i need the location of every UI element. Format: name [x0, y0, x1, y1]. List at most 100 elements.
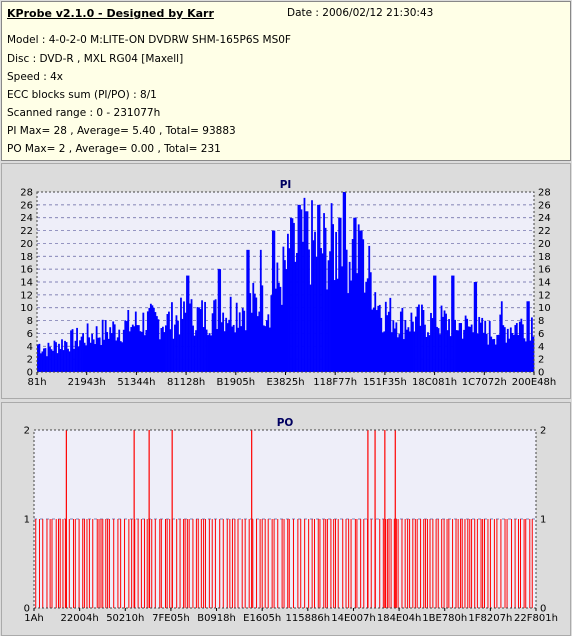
pi-bar — [262, 325, 265, 372]
pi-bar — [509, 327, 512, 372]
pi-bar — [231, 326, 234, 372]
pi-bar — [458, 323, 461, 372]
y-tick-label-left: 6 — [27, 329, 33, 340]
pi-bar — [377, 305, 380, 372]
pi-bar — [157, 319, 160, 372]
pi-bar — [448, 319, 450, 372]
pi-bar — [223, 331, 226, 372]
pi-bar — [162, 326, 164, 372]
pi-bar — [449, 336, 452, 372]
y-tick-label-left: 22 — [20, 226, 33, 237]
y-tick-label-left: 0 — [27, 368, 33, 379]
pi-bar — [193, 335, 196, 372]
pi-bar — [389, 297, 392, 372]
pi-bar — [246, 249, 249, 372]
pi-bar — [487, 344, 490, 372]
pi-bar — [353, 217, 356, 372]
pi-summary-line: PI Max= 28 , Average= 5.40 , Total= 9388… — [7, 125, 236, 137]
pi-bar — [342, 192, 345, 372]
pi-bar — [296, 252, 298, 372]
pi-bar — [171, 302, 173, 372]
po-bars — [35, 430, 533, 608]
pi-bar — [485, 333, 488, 372]
pi-bar — [314, 231, 316, 372]
pi-bar — [443, 310, 446, 372]
pi-bar — [523, 338, 526, 372]
pi-bar — [71, 329, 74, 372]
pi-bar — [424, 324, 426, 372]
ecc-line: ECC blocks sum (PI/PO) : 8/1 — [7, 89, 157, 101]
y-tick-label-left: 2 — [24, 426, 30, 437]
pi-bar — [79, 340, 81, 372]
pi-bar — [445, 313, 447, 372]
pi-bar — [350, 280, 353, 372]
pi-bar — [112, 321, 115, 372]
pi-bar — [402, 339, 405, 372]
pi-bar — [163, 332, 166, 372]
range-line: Scanned range : 0 - 231077h — [7, 107, 161, 119]
pi-bar — [151, 305, 154, 372]
x-tick-label: 14E007h — [331, 613, 375, 624]
pi-bar — [88, 337, 91, 372]
pi-bar — [77, 346, 80, 372]
pi-bar — [64, 340, 66, 372]
pi-bar — [395, 322, 398, 372]
pi-bar — [464, 315, 467, 372]
pi-bar — [113, 324, 116, 372]
pi-bar — [133, 326, 136, 372]
pi-bar — [335, 231, 338, 372]
x-tick-label: 1F8207h — [468, 613, 512, 624]
pi-bar — [100, 345, 103, 372]
y-tick-label-right: 2 — [540, 426, 546, 437]
pi-bar — [405, 329, 408, 372]
pi-bar — [384, 301, 387, 372]
pi-bar — [291, 218, 294, 372]
pi-bar — [341, 266, 344, 372]
pi-bar — [146, 311, 149, 372]
pi-bar — [344, 192, 347, 372]
pi-bar — [512, 334, 515, 372]
pi-bar — [118, 329, 121, 372]
pi-bar — [252, 282, 255, 372]
pi-bar — [472, 332, 475, 372]
pi-chart-panel: 0 0 2 2 4 4 6 6 8 8 10 10 12 12 14 14 16 16 18 18 20 20 22 22 24… — [1, 163, 571, 399]
pi-bar — [320, 248, 322, 372]
pi-bar — [288, 248, 291, 372]
pi-bar — [515, 323, 518, 372]
pi-bar — [290, 217, 292, 372]
pi-bar — [460, 323, 463, 372]
pi-bar — [70, 330, 72, 372]
pi-bar — [416, 306, 419, 372]
pi-bar — [339, 217, 342, 372]
pi-bar — [107, 338, 110, 372]
y-tick-label-right: 28 — [538, 188, 551, 199]
pi-bar — [97, 337, 100, 372]
pi-bar — [222, 312, 225, 372]
pi-bar — [52, 350, 54, 372]
pi-bar — [116, 337, 119, 372]
pi-bar — [299, 204, 301, 372]
pi-bar — [216, 329, 219, 372]
pi-bar — [56, 353, 59, 372]
pi-bar — [475, 282, 478, 372]
pi-bar — [479, 322, 482, 372]
pi-bar — [362, 239, 365, 372]
pi-bar — [520, 318, 523, 372]
y-tick-label-left: 12 — [20, 290, 33, 301]
pi-bar — [526, 301, 529, 372]
y-tick-label-left: 28 — [20, 188, 33, 199]
x-tick-label: 50210h — [106, 613, 144, 624]
pi-bar — [67, 348, 69, 372]
y-tick-label-left: 0 — [24, 604, 30, 615]
chart-title: PI — [280, 179, 292, 191]
y-tick-label-left: 20 — [20, 239, 33, 250]
pi-bar — [95, 326, 98, 372]
pi-bar — [119, 341, 122, 372]
pi-bar — [98, 337, 101, 372]
pi-bar — [365, 281, 368, 372]
pi-bar — [491, 339, 494, 372]
po-summary-line: PO Max= 2 , Average= 0.00 , Total= 231 — [7, 143, 221, 155]
pi-bar — [106, 332, 109, 372]
x-tick-label: 22004h — [61, 613, 99, 624]
x-tick-label: 7FE05h — [152, 613, 190, 624]
